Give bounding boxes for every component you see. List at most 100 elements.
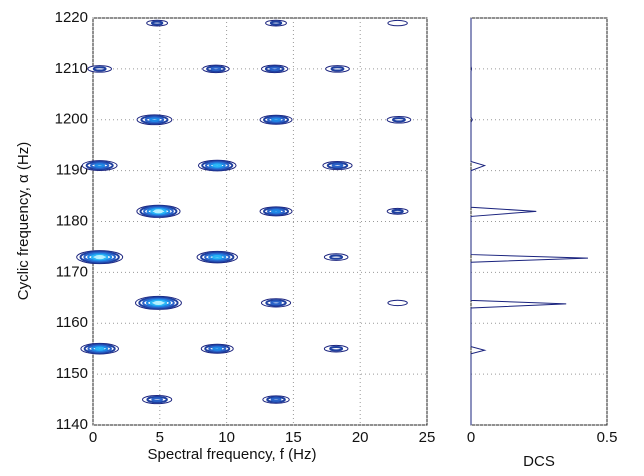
contour-blob	[386, 207, 409, 215]
y-tick-label: 1170	[56, 263, 88, 280]
contour-blob	[260, 298, 292, 308]
x-tick-label: 0	[467, 429, 475, 446]
contour-blob	[80, 342, 119, 355]
contour-blob	[260, 64, 289, 74]
contour-ring	[150, 208, 167, 215]
contour-ring	[92, 66, 107, 72]
contour-ring	[208, 345, 227, 352]
contour-blob	[136, 204, 181, 218]
contour-ring	[149, 299, 168, 307]
contour-blob	[387, 19, 408, 27]
contour-ring	[91, 253, 109, 261]
contour-ring	[150, 20, 164, 26]
contour-ring	[83, 343, 116, 354]
contour-blob	[142, 394, 173, 405]
y-tick-label: 1200	[55, 111, 88, 128]
contour-ring	[153, 209, 164, 214]
contour-ring	[267, 208, 286, 215]
contour-ring	[212, 346, 223, 351]
x-tick-label: 5	[156, 429, 164, 446]
contour-ring	[264, 65, 285, 73]
contour-blob	[76, 250, 124, 265]
contour-ring	[271, 209, 282, 214]
y-axis-label: Cyclic frequency, α (Hz)	[15, 142, 32, 300]
x-tick-label: 25	[419, 429, 436, 446]
contour-blob	[200, 343, 234, 354]
contour-ring	[323, 253, 349, 261]
x-tick-label: 0.5	[597, 429, 618, 446]
contour-ring	[146, 395, 168, 404]
contour-ring	[204, 344, 231, 354]
contour-ring	[94, 346, 105, 351]
contour-ring	[263, 115, 290, 125]
contour-ring	[269, 20, 283, 26]
contour-ring	[146, 207, 171, 216]
contour-blob	[262, 395, 290, 404]
contour-blob	[87, 65, 112, 73]
contour-ring	[270, 397, 282, 402]
y-tick-label: 1210	[55, 60, 88, 77]
contour-blob	[196, 250, 238, 264]
contour-ring	[267, 116, 286, 123]
contour-blob	[146, 19, 169, 27]
contour-blob	[197, 159, 237, 172]
contour-ring	[79, 250, 120, 264]
y-tick-label: 1140	[56, 416, 88, 433]
contour-ring	[212, 163, 223, 168]
contour-ring	[263, 206, 290, 216]
contour-ring	[392, 117, 406, 123]
contour-ring	[208, 162, 226, 169]
contour-ring	[143, 206, 174, 217]
contour-ring	[83, 251, 117, 263]
contour-ring	[265, 299, 287, 307]
contour-ring	[325, 65, 350, 73]
y-tick-label: 1180	[56, 212, 88, 229]
contour-ring	[212, 254, 223, 260]
contour-ring	[329, 254, 344, 260]
contour-ring	[91, 345, 109, 352]
y-tick-label: 1150	[56, 365, 88, 382]
contour-ring	[269, 66, 281, 72]
contour-ring	[149, 117, 160, 122]
contour-ring	[89, 162, 110, 169]
contour-ring	[387, 299, 408, 307]
contour-blob	[81, 160, 118, 171]
contour-ring	[271, 117, 282, 122]
contour-blob	[265, 19, 287, 27]
contour-blob	[259, 206, 293, 217]
contour-ring	[329, 346, 344, 352]
y-tick-label: 1190	[56, 162, 88, 179]
contour-ring	[138, 296, 179, 310]
contour-ring	[153, 300, 164, 305]
contour-ring	[331, 163, 344, 168]
contour-blob	[323, 253, 349, 261]
contour-ring	[206, 65, 226, 73]
y-tick-label: 1160	[56, 314, 88, 331]
x-axis-label: Spectral frequency, f (Hz)	[148, 446, 317, 463]
contour-ring	[387, 19, 408, 27]
contour-ring	[204, 252, 231, 262]
contour-ring	[142, 297, 175, 309]
contour-blob	[202, 64, 230, 74]
contour-ring	[200, 251, 235, 263]
contour-ring	[210, 66, 222, 72]
contour-ring	[323, 344, 349, 353]
x-tick-label: 10	[218, 429, 235, 446]
contour-blob	[387, 299, 408, 307]
contour-blob	[323, 344, 349, 353]
contour-ring	[145, 298, 171, 308]
contour-ring	[94, 163, 106, 168]
contour-ring	[151, 397, 163, 402]
contour-blob	[136, 114, 173, 126]
contour-blob	[325, 65, 350, 73]
contour-ring	[204, 161, 230, 170]
contour-blob	[322, 160, 353, 171]
contour-ring	[386, 115, 412, 124]
plot-frame	[92, 17, 428, 426]
contour-ring	[326, 161, 349, 170]
contour-ring	[87, 344, 112, 353]
contour-ring	[330, 66, 345, 72]
x-tick-label: 0	[89, 429, 97, 446]
contour-ring	[208, 253, 227, 261]
